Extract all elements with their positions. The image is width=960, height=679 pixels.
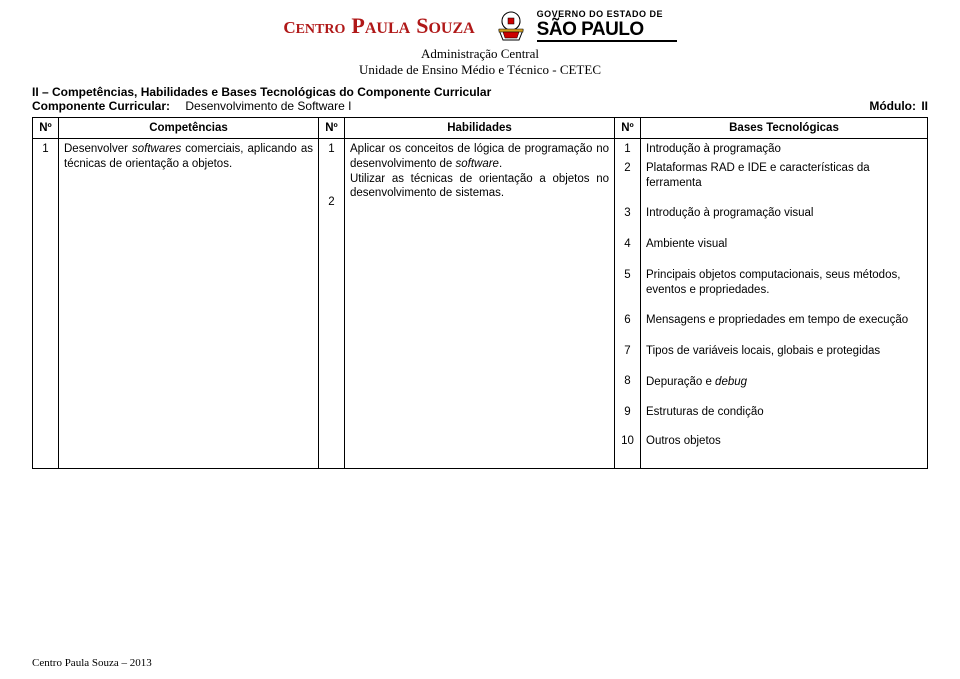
logo-sp-gov: GOVERNO DO ESTADO DE (537, 10, 677, 19)
curricular-table: Nº Competências Nº Habilidades Nº Bases … (32, 117, 928, 470)
base-n: 9 (615, 405, 640, 420)
hab-n-1: 1 (319, 142, 344, 157)
base-text: Tipos de variáveis locais, globais e pro… (646, 344, 922, 359)
base-n: 7 (615, 344, 640, 359)
base-n: 3 (615, 206, 640, 221)
logo-sp-text: GOVERNO DO ESTADO DE SÃO PAULO (537, 10, 677, 42)
bases-texts: Introdução à programação Plataformas RAD … (641, 139, 928, 469)
bases-ns: 1 2 3 4 5 6 7 8 9 10 (615, 139, 641, 469)
logo-sp-underline (537, 40, 677, 42)
mod-label: Módulo: (869, 99, 916, 113)
comp-it: softwares (132, 143, 181, 155)
base-n: 6 (615, 313, 640, 328)
logo-sp: GOVERNO DO ESTADO DE SÃO PAULO (493, 8, 677, 44)
hdr-bases: Bases Tecnológicas (641, 117, 928, 139)
componente-curricular: Componente Curricular: Desenvolvimento d… (32, 99, 351, 113)
base-text: Estruturas de condição (646, 405, 922, 420)
hdr-n3: Nº (615, 117, 641, 139)
comp-label: Componente Curricular: (32, 99, 170, 113)
header-subtitle: Administração Central Unidade de Ensino … (0, 46, 960, 79)
hab-text-1: Aplicar os conceitos de lógica de progra… (350, 142, 609, 171)
header-logos: CENTRO PAULA SOUZA GOVERNO DO ESTADO DE … (0, 0, 960, 44)
sp-brasao-icon (493, 8, 529, 44)
base-text: Plataformas RAD e IDE e características … (646, 161, 922, 190)
base-n: 4 (615, 237, 640, 252)
comp-pre: Desenvolver (64, 143, 132, 155)
hab1-post: . (499, 158, 502, 170)
base-text: Mensagens e propriedades em tempo de exe… (646, 313, 922, 328)
table-body-row: 1 Desenvolver softwares comerciais, apli… (33, 139, 928, 469)
base-n: 10 (615, 434, 640, 449)
base-text: Ambiente visual (646, 237, 922, 252)
base-n: 8 (615, 374, 640, 389)
hdr-n2: Nº (319, 117, 345, 139)
hdr-hab: Habilidades (345, 117, 615, 139)
base-n: 5 (615, 268, 640, 283)
section-title: II – Competências, Habilidades e Bases T… (32, 85, 491, 99)
mod-value: II (921, 99, 928, 113)
comp-n: 1 (33, 139, 59, 469)
modulo: Módulo: II (869, 99, 928, 113)
content: II – Competências, Habilidades e Bases T… (0, 79, 960, 470)
hab-text-2: Utilizar as técnicas de orientação a obj… (350, 172, 609, 201)
comp-text: Desenvolver softwares comerciais, aplica… (59, 139, 319, 469)
header-line2: Unidade de Ensino Médio e Técnico - CETE… (0, 62, 960, 78)
base-n: 1 (615, 142, 640, 157)
footer: Centro Paula Souza – 2013 (32, 657, 152, 669)
hab1-it: software (455, 158, 498, 170)
comp-value: Desenvolvimento de Software I (185, 99, 351, 113)
base-text: Introdução à programação (646, 142, 922, 157)
hab-n-2: 2 (319, 195, 344, 210)
table-header-row: Nº Competências Nº Habilidades Nº Bases … (33, 117, 928, 139)
logo-sp-sao: SÃO PAULO (537, 21, 677, 39)
base-text: Outros objetos (646, 434, 922, 449)
hdr-n1: Nº (33, 117, 59, 139)
hdr-comp: Competências (59, 117, 319, 139)
base-text: Introdução à programação visual (646, 206, 922, 221)
base-text: Depuração e debug (646, 375, 922, 390)
logo-cps: CENTRO PAULA SOUZA (283, 8, 474, 38)
base-text: Principais objetos computacionais, seus … (646, 268, 922, 297)
header-line1: Administração Central (0, 46, 960, 62)
hab-texts: Aplicar os conceitos de lógica de progra… (345, 139, 615, 469)
hab-ns: 1 2 (319, 139, 345, 469)
base-n: 2 (615, 161, 640, 176)
